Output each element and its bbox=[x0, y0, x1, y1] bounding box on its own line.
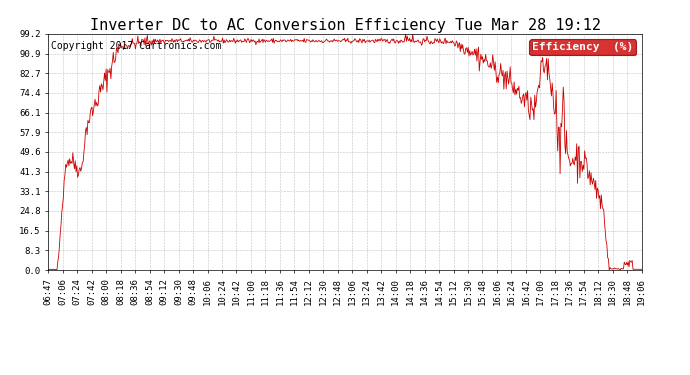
Title: Inverter DC to AC Conversion Efficiency Tue Mar 28 19:12: Inverter DC to AC Conversion Efficiency … bbox=[90, 18, 600, 33]
Text: Copyright 2017 Cartronics.com: Copyright 2017 Cartronics.com bbox=[51, 41, 221, 51]
Legend: Efficiency  (%): Efficiency (%) bbox=[529, 39, 636, 55]
